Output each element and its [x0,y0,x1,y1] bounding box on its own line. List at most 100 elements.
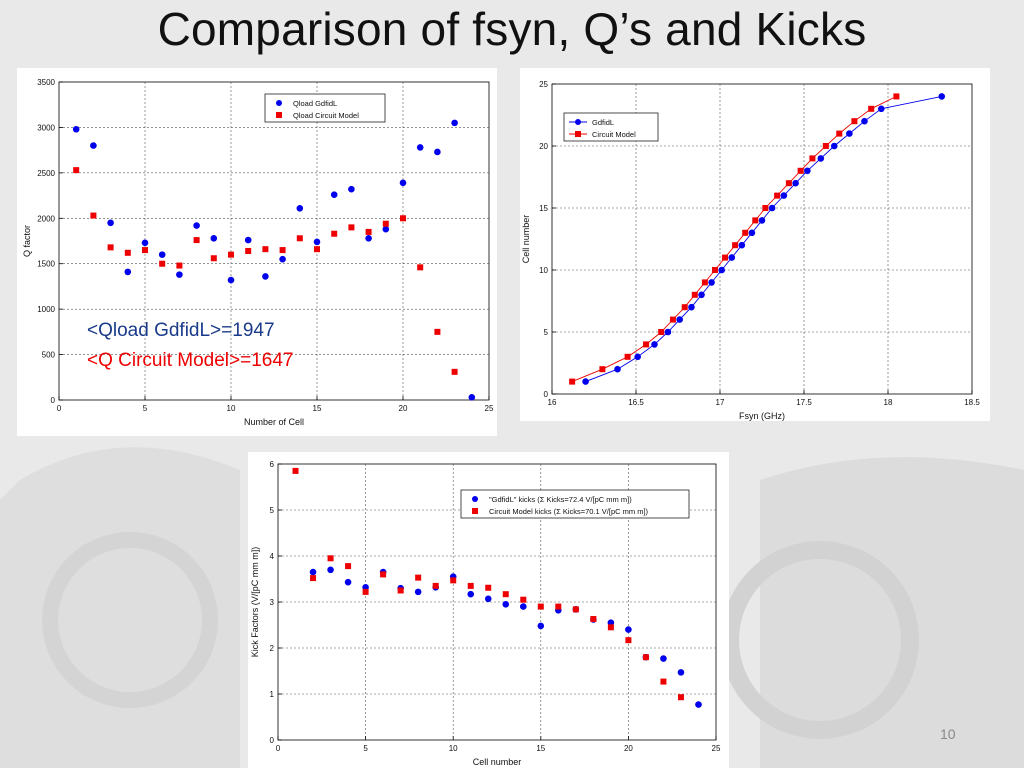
circuit-point [310,575,317,582]
circuit-point [502,591,509,598]
y-tick-label: 1 [270,690,275,699]
x-tick-label: 18.5 [964,398,980,407]
circuit-point [822,143,829,149]
gdfidl-point [688,303,695,311]
y-tick-label: 3000 [37,123,55,132]
circuit-point [348,224,355,231]
y-axis-label: Q factor [22,225,32,257]
circuit-point [774,192,781,199]
gdfidl-point [738,241,746,249]
circuit-point [159,260,166,267]
circuit-point [176,262,183,269]
q-factor-chart-panel: 0 5 10 15 20 25 0 500 1000 1500 2000 2500 3000 3500 Nu… [17,68,497,436]
x-tick-label: 5 [363,744,368,753]
gdfidl-point [414,588,422,596]
gdfidl-point [468,393,476,401]
plot-frame [58,81,490,401]
y-tick-label: 6 [270,460,275,469]
circuit-point [607,624,614,631]
gdfidl-point [676,316,683,323]
gdfidl-point [451,119,458,127]
legend-label: "GdfidL" kicks (Σ Kicks=72.4 V/[pC mm m]… [489,495,632,504]
circuit-point [836,130,843,137]
kick-factor-chart-panel: 0 5 10 15 20 25 0 1 2 3 4 5 6 Cell number Kick Factors… [248,452,729,768]
y-tick-label: 5 [270,506,275,515]
gdfidl-point [467,590,475,598]
gdfidl-point [72,125,80,133]
gdfidl-point [313,238,321,246]
circuit-point [752,217,759,224]
circuit-point [569,378,576,385]
x-tick-label: 18 [884,398,893,407]
legend-label: Qload Circuit Model [293,111,359,120]
gdfidl-point [330,191,338,198]
circuit-point [365,228,372,235]
circuit-point [245,247,252,254]
circuit-point [851,118,858,125]
gdfidl-point [728,254,736,261]
circuit-point [90,212,97,219]
gdfidl-point [124,268,132,276]
circuit-point [292,467,299,474]
x-tick-label: 17 [716,398,725,407]
gdfidl-point [846,130,853,137]
circuit-point [450,577,457,584]
gdfidl-point [938,93,946,100]
y-tick-label: 20 [539,142,548,151]
circuit-point [599,366,606,373]
circuit-point [809,155,816,162]
legend-marker [276,100,282,106]
x-tick-label: 16.5 [628,398,644,407]
fsyn-chart: 16 16.5 17 17.5 18 18.5 0 5 10 15 20 25 Fsyn (GHz) Ce… [521,80,980,421]
circuit-point [432,582,439,589]
q-factor-chart: 0 5 10 15 20 25 0 500 1000 1500 2000 2500 3000 3500 Nu… [22,78,494,427]
gdfidl-point [502,601,510,608]
gdfidl-point [244,236,252,244]
circuit-point [590,616,597,623]
circuit-point [893,93,900,100]
circuit-point [742,229,749,236]
legend-marker [472,508,478,514]
gdfidl-point [614,365,621,373]
gdfidl-point [519,603,527,610]
circuit-point [228,251,234,258]
y-tick-label: 0 [51,396,56,405]
circuit-point [643,341,650,348]
circuit-point [691,291,698,298]
gdfidl-point [416,144,424,151]
y-tick-label: 5 [544,328,549,337]
gdfidl-point [861,117,868,125]
legend-label: GdfidL [592,118,614,127]
circuit-point [382,220,389,227]
y-tick-label: 3 [270,598,275,607]
circuit-point [681,304,688,311]
legend-marker [472,496,478,502]
gdfidl-point [804,167,811,175]
circuit-point [485,584,492,591]
circuit-point [467,582,474,589]
x-axis-label: Fsyn (GHz) [739,411,785,421]
gdfidl-point [344,578,352,586]
circuit-point [669,316,676,323]
gdfidl-point [176,271,183,278]
gdfidl-point [748,229,756,237]
circuit-point [434,328,441,335]
gdfidl-point [537,622,545,630]
gdfidl-point [107,219,114,227]
gdfidl-point [664,328,672,336]
circuit-point [677,694,684,701]
x-tick-label: 0 [276,744,281,753]
x-tick-label: 25 [485,404,494,413]
circuit-point [711,267,718,273]
circuit-point [722,254,729,261]
x-axis-label: Cell number [473,757,522,767]
gdfidl-point [193,222,200,229]
gdfidl-point [399,179,407,187]
circuit-point [762,205,769,211]
gdfidl-point [158,251,166,258]
circuit-point [555,603,562,610]
circuit-point [658,329,665,335]
gdfidl-point [660,655,667,662]
legend-marker [575,119,581,125]
x-tick-label: 10 [227,404,236,413]
